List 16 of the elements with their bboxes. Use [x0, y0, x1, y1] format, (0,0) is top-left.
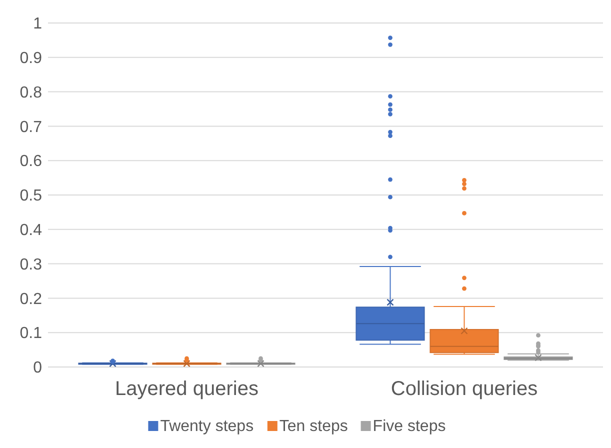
y-tick-label: 0.6: [20, 153, 42, 170]
x-tick-label: Layered queries: [115, 378, 258, 400]
y-tick-label: 1: [33, 16, 42, 33]
y-tick-label: 0.7: [20, 118, 42, 136]
legend-label: Ten steps: [279, 418, 348, 435]
y-tick-label: 0.4: [20, 222, 42, 239]
legend-label: Twenty steps: [160, 418, 254, 435]
y-tick-label: 0.1: [20, 325, 42, 342]
legend-label: Five steps: [372, 418, 446, 435]
y-tick-label: 0.3: [20, 256, 42, 274]
y-tick-label: 0.2: [20, 290, 42, 308]
x-tick-label: Collision queries: [390, 378, 538, 400]
y-tick-label: 0.8: [20, 84, 42, 102]
y-tick-label: 0.9: [20, 50, 42, 67]
y-tick-label: 0.5: [20, 188, 42, 205]
y-tick-label: 0: [33, 360, 42, 377]
